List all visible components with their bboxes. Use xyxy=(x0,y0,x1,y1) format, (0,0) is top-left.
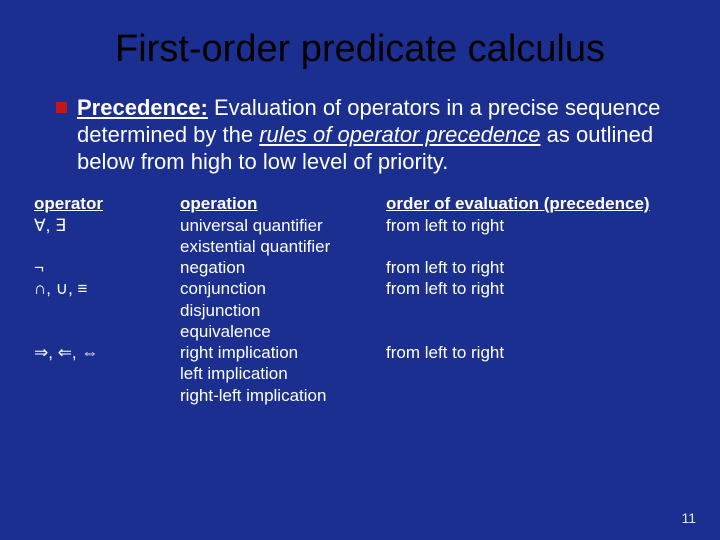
th-operator: operator xyxy=(34,193,174,214)
table-row: from left to right xyxy=(386,342,666,406)
table-row: from left to right xyxy=(386,278,666,342)
bullet-icon xyxy=(56,102,67,113)
slide: First-order predicate calculus Precedenc… xyxy=(0,0,720,540)
table-row: right implication left implication right… xyxy=(180,342,380,406)
bullet-item: Precedence: Evaluation of operators in a… xyxy=(56,95,672,175)
para-ital: rules of operator precedence xyxy=(259,122,540,147)
table-row: universal quantifier existential quantif… xyxy=(180,215,380,258)
table-row: conjunction disjunction equivalence xyxy=(180,278,380,342)
op-line: disjunction xyxy=(180,300,380,321)
table-row: from left to right xyxy=(386,215,666,258)
table-row: ¬ xyxy=(34,257,174,278)
op-line: negation xyxy=(180,257,380,278)
th-eval: order of evaluation (precedence) xyxy=(386,193,666,214)
precedence-table: operator operation order of evaluation (… xyxy=(34,193,672,406)
lead-word: Precedence: xyxy=(77,95,208,120)
op-line: universal quantifier xyxy=(180,215,380,236)
op-line: right implication xyxy=(180,342,380,363)
table-row: from left to right xyxy=(386,257,666,278)
table-row: negation xyxy=(180,257,380,278)
slide-title: First-order predicate calculus xyxy=(0,0,720,83)
op-line: conjunction xyxy=(180,278,380,299)
table-row: ∀, ∃ xyxy=(34,215,174,258)
page-number: 11 xyxy=(681,510,696,526)
paragraph: Precedence: Evaluation of operators in a… xyxy=(77,95,672,175)
op-line: existential quantifier xyxy=(180,236,380,257)
op-line: equivalence xyxy=(180,321,380,342)
table-row: ⇒, ⇐, ⇔ xyxy=(34,342,174,406)
table-row: ∩, ∪, ≡ xyxy=(34,278,174,342)
slide-body: Precedence: Evaluation of operators in a… xyxy=(0,83,720,406)
th-operation: operation xyxy=(180,193,380,214)
op-line: right-left implication xyxy=(180,385,380,406)
op-line: left implication xyxy=(180,363,380,384)
